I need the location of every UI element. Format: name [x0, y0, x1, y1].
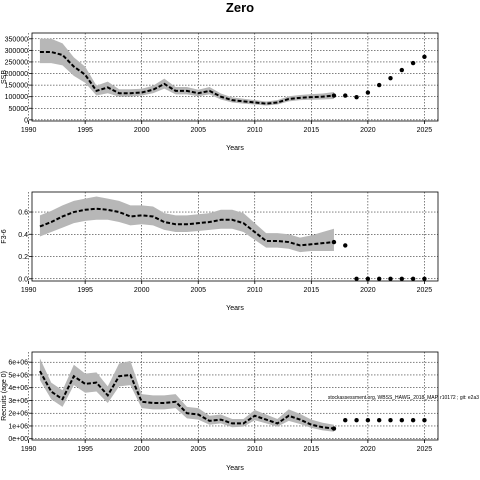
projection-point [331, 93, 337, 98]
confidence-band [39, 38, 334, 106]
projection-point [331, 426, 337, 431]
x-tick-label: 2015 [304, 287, 320, 294]
y-tick-label: 0.2 [18, 254, 28, 261]
y-tick-label: 150000 [5, 83, 28, 90]
projection-point [410, 276, 416, 281]
y-axis-label: F3-6 [1, 229, 8, 244]
projection-point [422, 418, 427, 423]
x-tick-label: 2015 [304, 127, 320, 134]
projection-point [376, 276, 382, 281]
projection-point [410, 60, 416, 66]
x-tick-label: 1995 [77, 127, 93, 134]
y-tick-label: 0e+00 [8, 436, 28, 443]
plot-frame [31, 32, 439, 122]
x-tick-label: 2020 [360, 127, 376, 134]
chart-panel-3: 1990 1995 2000 2005 2010 2015 2020 2025 0e+00 1e+… [1, 351, 479, 472]
annotation-text: stockassessment.org, WBSS_HAWG_2018_MAP,… [328, 395, 479, 401]
x-tick-label: 2005 [190, 287, 206, 294]
estimate-line [39, 370, 335, 430]
projection-point [343, 93, 348, 98]
y-axis-label: SSB [1, 70, 8, 84]
plot-frame [31, 191, 439, 282]
x-tick-label: 2025 [417, 446, 433, 453]
plot-frame [31, 351, 439, 441]
projection-point [422, 276, 427, 281]
x-tick-label: 1990 [21, 287, 37, 294]
projection-point [399, 67, 405, 73]
y-tick-label: 300000 [5, 48, 28, 55]
y-tick-label: 1e+06 [8, 423, 28, 430]
x-axis-label: Years [226, 305, 244, 312]
projection-point [365, 90, 371, 95]
x-tick-label: 2005 [190, 446, 206, 453]
y-tick-label: 5e+06 [8, 372, 28, 379]
projection-point [343, 418, 348, 423]
chart-panel-2: 1990 1995 2000 2005 2010 2015 2020 2025 0.0 0.2 0.… [1, 191, 439, 312]
projection-point [365, 418, 371, 423]
x-axis-label: Years [226, 465, 244, 472]
x-tick-label: 2025 [417, 287, 433, 294]
y-tick-label: 3e+06 [8, 398, 28, 405]
y-tick-label: 2e+06 [8, 411, 28, 418]
y-tick-label: 6e+06 [8, 360, 28, 367]
y-tick-label: 350000 [5, 36, 28, 43]
x-tick-label: 2000 [134, 127, 150, 134]
x-axis-label: Years [226, 145, 244, 152]
projection-point [399, 418, 405, 423]
projection-point [331, 239, 337, 245]
chart-panel-1: 1990 1995 2000 2005 2010 2015 2020 2025 0 50000 10… [1, 32, 439, 152]
x-tick-label: 2010 [247, 446, 263, 453]
y-tick-label: 4e+06 [8, 385, 28, 392]
projection-point [388, 75, 393, 81]
y-tick-label: 0.4 [18, 232, 28, 239]
x-tick-label: 2000 [134, 287, 150, 294]
estimate-line [39, 207, 335, 247]
projection-point [388, 276, 393, 281]
projection-point [376, 82, 382, 88]
x-tick-label: 1995 [77, 287, 93, 294]
projection-point [410, 418, 416, 423]
projection-point [365, 276, 371, 281]
y-tick-label: 0.6 [18, 210, 28, 217]
y-tick-label: 0 [24, 117, 28, 124]
y-tick-label: 100000 [5, 94, 28, 101]
projection-point [354, 94, 359, 100]
y-tick-label: 0.0 [18, 276, 28, 283]
x-tick-label: 2010 [247, 127, 263, 134]
estimate-line [39, 50, 335, 105]
x-tick-label: 2005 [190, 127, 206, 134]
y-axis-label: Recruits (age 0) [1, 371, 8, 421]
confidence-band [39, 358, 334, 432]
x-tick-label: 2020 [360, 287, 376, 294]
x-tick-label: 2020 [360, 446, 376, 453]
y-tick-label: 50000 [9, 106, 29, 113]
projection-point [343, 243, 348, 248]
y-tick-label: 200000 [5, 71, 28, 78]
projection-point [376, 418, 382, 423]
x-tick-label: 2015 [304, 446, 320, 453]
x-tick-label: 2010 [247, 287, 263, 294]
page-title: Zero [225, 0, 255, 15]
x-tick-label: 1995 [77, 446, 93, 453]
projection-point [354, 276, 359, 281]
x-tick-label: 2000 [134, 446, 150, 453]
projection-point [422, 54, 427, 60]
x-tick-label: 1990 [21, 127, 37, 134]
projection-point [354, 418, 359, 423]
y-tick-label: 250000 [5, 59, 28, 66]
x-tick-label: 1990 [21, 446, 37, 453]
projection-point [388, 418, 393, 423]
projection-point [399, 276, 405, 281]
x-tick-label: 2025 [417, 127, 433, 134]
